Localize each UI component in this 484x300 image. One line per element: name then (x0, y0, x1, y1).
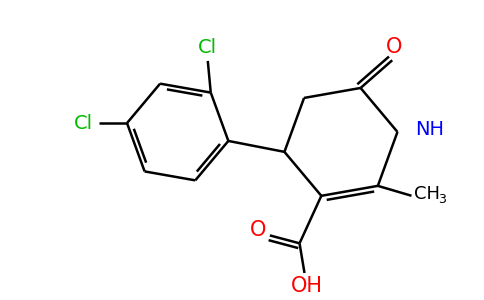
Text: 3: 3 (438, 193, 446, 206)
Text: O: O (386, 38, 402, 57)
Text: CH: CH (414, 185, 440, 203)
Text: OH: OH (290, 276, 322, 296)
Text: Cl: Cl (74, 114, 93, 133)
Text: Cl: Cl (198, 38, 217, 57)
Text: NH: NH (415, 121, 444, 140)
Text: O: O (250, 220, 266, 241)
